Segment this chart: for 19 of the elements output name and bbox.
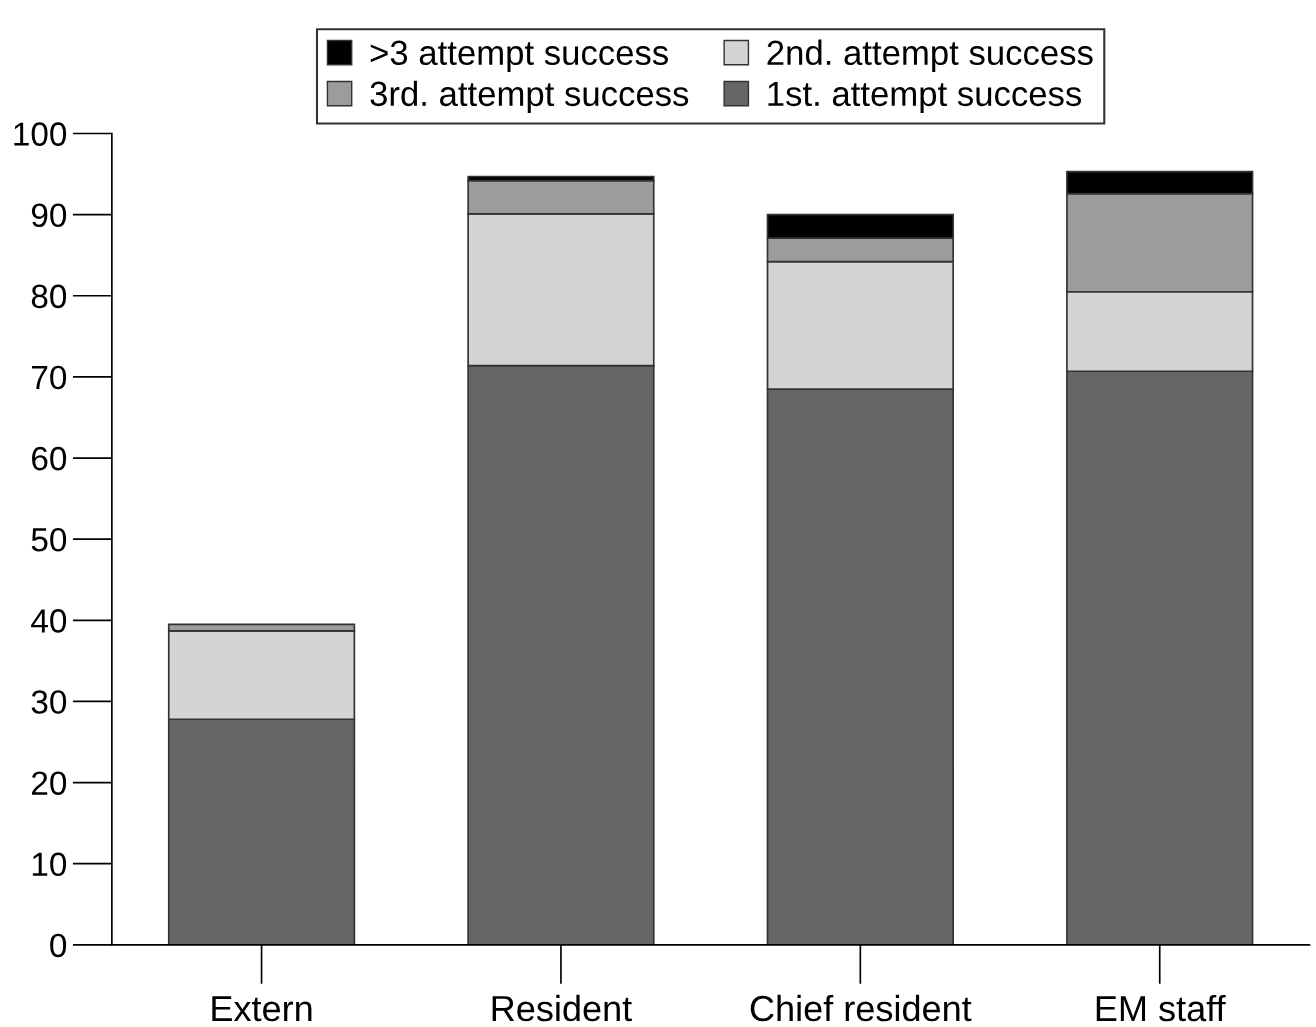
y-tick-label: 0: [50, 933, 67, 958]
x-tick-label: Resident: [492, 994, 632, 1022]
y-tick-label: 60: [32, 446, 67, 471]
legend-label: 3rd. attempt success: [370, 80, 689, 113]
y-tick-label: 50: [31, 527, 67, 552]
y-tick-label: 100: [14, 122, 67, 146]
y-tick-label: 40: [31, 609, 67, 633]
y-tick-label: 70: [32, 365, 67, 390]
x-tick-label: EM staff: [1096, 994, 1226, 1022]
y-tick-label: 20: [32, 771, 67, 795]
legend-label: 2nd. attempt success: [767, 39, 1093, 72]
y-tick-label: 10: [32, 852, 67, 877]
y-tick-label: 30: [31, 690, 67, 714]
legend-label: >3 attempt success: [370, 40, 668, 72]
x-tick-label: Extern: [212, 996, 312, 1022]
legend-label: 1st. attempt success: [768, 81, 1082, 113]
y-tick-label: 80: [31, 284, 67, 309]
x-tick-label: Chief resident: [750, 994, 972, 1022]
y-tick-label: 90: [31, 203, 67, 228]
